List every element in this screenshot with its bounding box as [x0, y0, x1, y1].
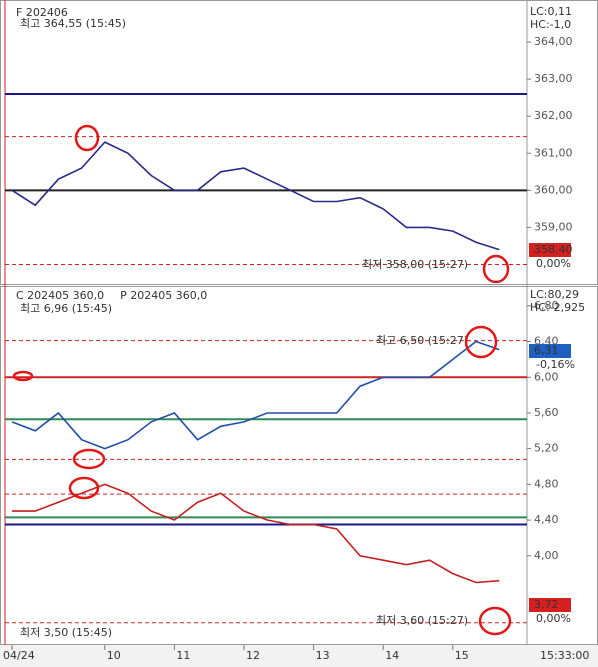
- price-tag: [529, 344, 571, 358]
- x-tick-label: 15: [455, 649, 469, 662]
- x-tick-label: 04/24: [3, 649, 35, 662]
- legend-entry: P 202405 360,0: [120, 289, 207, 302]
- legend-entry: F 202406: [16, 6, 68, 19]
- status-text: HC:-1,0: [530, 18, 571, 31]
- circle: [72, 448, 106, 470]
- circle: [74, 124, 100, 152]
- price-tag-text: 6,31: [534, 344, 559, 357]
- chart-layer: 359,00 360,00 361,00 362,00 363,00 364,00 F 20…: [3, 5, 589, 662]
- price-line: [11, 141, 500, 251]
- price-tag-text: 358,40: [534, 243, 573, 256]
- y-tick-label: 361,00: [534, 146, 573, 159]
- y-tick-label: 364,00: [534, 35, 573, 48]
- change-text: 0,00%: [536, 257, 571, 270]
- price-tag-text: 3,72: [534, 598, 559, 611]
- y-tick-label: 4,00: [534, 549, 559, 562]
- y-tick-label: 6,00: [534, 370, 559, 383]
- x-tick-label: 13: [316, 649, 330, 662]
- change-text: -0,16%: [536, 358, 575, 371]
- status-text: LC:80,29: [530, 288, 579, 301]
- y-tick-label: 4,40: [534, 513, 559, 526]
- price-line: [12, 483, 500, 584]
- y-tick-label: 5,60: [534, 406, 559, 419]
- legend-entry: C 202405 360,0: [16, 289, 104, 302]
- x-axis-strip: [0, 645, 598, 667]
- price-tag: [529, 598, 571, 612]
- circle: [482, 254, 510, 284]
- marker-circles: [12, 124, 512, 636]
- price-tag: [529, 243, 571, 257]
- change-text: 0,00%: [536, 612, 571, 625]
- circle: [478, 606, 512, 636]
- x-tick-label: 10: [107, 649, 121, 662]
- x-tick-label: 11: [176, 649, 190, 662]
- y-tick-label: 5,20: [534, 442, 559, 455]
- annotation: 최고 6,50 (15:27): [376, 334, 468, 347]
- y-tick-label: 359,00: [534, 220, 573, 233]
- status-text: LC:0,11: [530, 5, 572, 18]
- x-tick-label: 14: [385, 649, 399, 662]
- annotation: 최저 3,60 (15:27): [376, 614, 468, 627]
- status-text: HC:-2,925: [530, 301, 585, 314]
- y-tick-label: 6,80: [534, 299, 559, 312]
- y-tick-label: 362,00: [534, 109, 573, 122]
- circle: [68, 476, 100, 500]
- price-line: [11, 340, 500, 450]
- annotation: 최저 358,00 (15:27): [362, 258, 468, 271]
- cursor-time: 15:33:00: [540, 649, 589, 662]
- circle: [12, 370, 34, 382]
- annotation: 최고 364,55 (15:45): [20, 17, 126, 30]
- annotation: 최고 6,96 (15:45): [20, 302, 112, 315]
- circle: [464, 325, 498, 359]
- y-tick-label: 363,00: [534, 72, 573, 85]
- y-tick-label: 360,00: [534, 183, 573, 196]
- annotation: 최저 3,50 (15:45): [20, 626, 112, 639]
- y-tick-label: 4,80: [534, 477, 559, 490]
- x-tick-label: 12: [246, 649, 260, 662]
